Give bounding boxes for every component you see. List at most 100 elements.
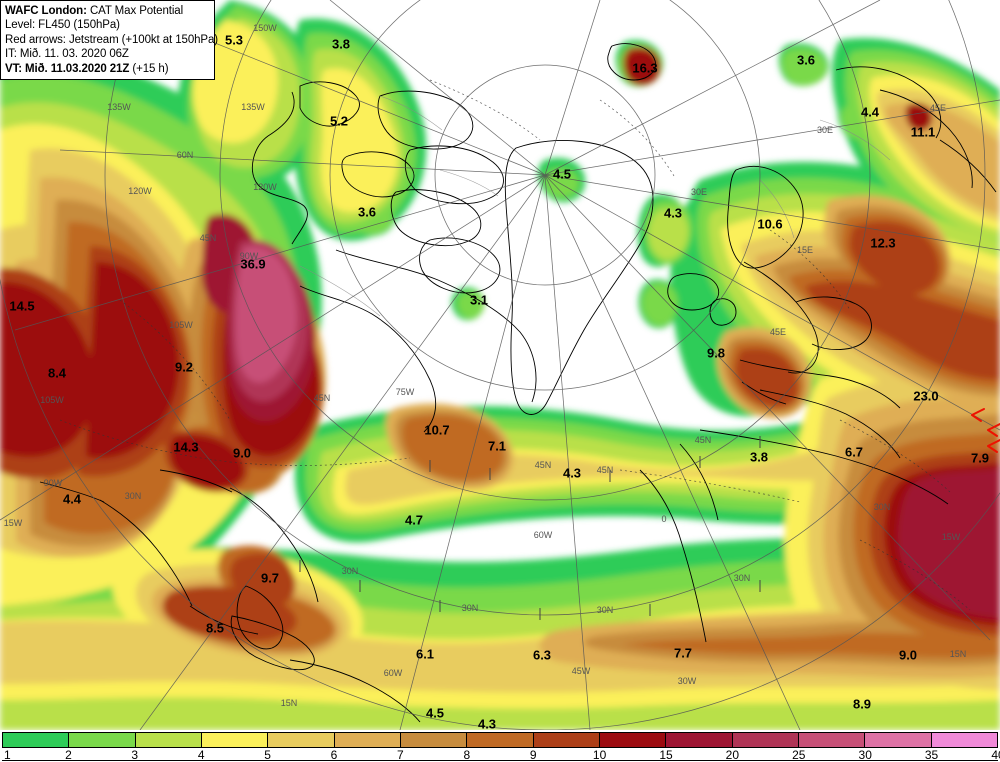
cat-value-label: 7.7	[673, 645, 693, 661]
graticule-label: 135W	[241, 102, 265, 112]
colorbar-swatches	[2, 732, 998, 748]
graticule-label: 45N	[313, 393, 331, 403]
graticule	[0, 0, 1000, 730]
colorbar-tick: 7	[397, 748, 404, 762]
info-product-label: CAT Max Potential	[89, 5, 184, 17]
cat-potential-map	[0, 0, 1000, 730]
graticule-label: 15W	[941, 532, 961, 542]
colorbar-legend: 1 2 3 4 5 6 7 8 9 10 15 20 25 30 35 40	[0, 730, 1000, 762]
cat-value-label: 7.1	[487, 438, 507, 454]
cat-value-label: 4.5	[425, 705, 445, 721]
colorbar-segment-11	[666, 733, 733, 747]
cat-value-label: 9.7	[260, 570, 280, 586]
cat-value-label: 16.3	[632, 60, 658, 76]
cat-value-label: 9.0	[898, 647, 918, 663]
cat-value-label: 5.2	[329, 113, 349, 129]
graticule-label: 30N	[461, 603, 479, 613]
graticule-label: 60W	[383, 668, 403, 678]
info-level: Level: FL450 (150hPa)	[5, 19, 120, 32]
graticule-label: 45N	[596, 465, 614, 475]
info-issue-time: IT: Mið. 11. 03. 2020 06Z	[5, 48, 129, 61]
colorbar-baseline	[2, 760, 998, 761]
graticule-label: 45N	[694, 435, 712, 445]
colorbar-tick: 10	[592, 748, 607, 762]
graticule-label: 135W	[107, 102, 131, 112]
graticule-label: 30E	[690, 187, 708, 197]
colorbar-segment-1	[3, 733, 70, 747]
colorbar-tick: 9	[529, 748, 537, 762]
info-line-product: WAFC London: CAT Max Potential	[5, 4, 210, 18]
colorbar-segment-9	[533, 733, 600, 747]
graticule-label: 90W	[43, 478, 63, 488]
colorbar-tick: 25	[792, 748, 806, 762]
cat-value-label: 14.5	[9, 298, 35, 314]
cat-value-label: 8.5	[205, 620, 225, 636]
colorbar-segment-14	[865, 733, 932, 747]
graticule-label: 30W	[677, 676, 697, 686]
cat-value-label: 6.3	[532, 647, 552, 663]
graticule-label: 45E	[929, 103, 947, 113]
cat-value-label: 6.7	[844, 444, 864, 460]
colorbar-tick: 3	[131, 748, 139, 762]
colorbar-segment-13	[798, 733, 866, 747]
cat-contour-field	[0, 0, 1000, 730]
cat-value-label: 3.8	[331, 36, 351, 52]
cat-value-label: 4.3	[663, 205, 683, 221]
graticule-label: 30N	[341, 566, 359, 576]
cat-value-label: 5.3	[224, 32, 244, 48]
cat-value-label: 6.1	[415, 646, 435, 662]
cat-value-label: 4.3	[562, 465, 582, 481]
colorbar-segment-5	[268, 733, 335, 747]
graticule-label: 105W	[40, 395, 64, 405]
graticule-label: 15E	[796, 245, 814, 255]
graticule-label: 120W	[128, 186, 152, 196]
colorbar-segment-2	[69, 733, 136, 747]
graticule-label: 60N	[176, 150, 194, 160]
cat-value-label: 4.7	[404, 512, 424, 528]
graticule-label: 90W	[239, 251, 259, 261]
graticule-label: 30N	[596, 605, 614, 615]
cat-value-label: 3.8	[749, 449, 769, 465]
cat-value-label: 7.9	[970, 450, 990, 466]
graticule-label: 45W	[571, 666, 591, 676]
colorbar-tick-labels: 1 2 3 4 5 6 7 8 9 10 15 20 25 30 35 40	[2, 748, 1000, 762]
info-valid-time-label: VT: Mið. 11.03.2020 21Z	[5, 62, 130, 75]
colorbar-segment-3	[135, 733, 202, 747]
cat-value-label: 9.0	[232, 445, 252, 461]
cat-value-label: 8.9	[852, 696, 872, 712]
colorbar-tick: 1	[4, 748, 11, 762]
cat-value-label: 4.4	[62, 491, 82, 507]
colorbar-segment-10	[599, 733, 667, 747]
graticule-label: 105W	[169, 320, 193, 330]
colorbar-tick: 6	[330, 748, 338, 762]
cat-value-label: 11.1	[910, 124, 936, 140]
cat-value-label: 4.5	[552, 166, 572, 182]
colorbar-segment-4	[201, 733, 269, 747]
map-canvas[interactable]: 150W 135W 135W 120W 120W 105W 105W 90W 90W 75W 60W…	[0, 0, 1000, 730]
political-borders	[59, 79, 971, 611]
cat-value-label: 36.9	[240, 256, 266, 272]
colorbar-tick: 35	[924, 748, 939, 762]
info-source-label: WAFC London:	[5, 5, 87, 17]
cat-value-label: 10.7	[424, 422, 450, 438]
graticule-label: 30N	[124, 491, 142, 501]
colorbar-tick: 5	[264, 748, 271, 762]
cat-value-label: 14.3	[173, 439, 199, 455]
colorbar-segment-6	[334, 733, 401, 747]
graticule-label: 45E	[769, 327, 787, 337]
internal-borders	[299, 95, 891, 317]
graticule-label: 30E	[816, 125, 834, 135]
info-arrows: Red arrows: Jetstream (+100kt at 150hPa)	[5, 33, 219, 46]
graticule-label: 15N	[280, 698, 298, 708]
info-line-valid: VT: Mið. 11.03.2020 21Z (+15 h)	[5, 62, 210, 76]
graticule-label: 150W	[253, 23, 277, 33]
cat-value-label: 3.6	[357, 204, 377, 220]
chart-info-box: WAFC London: CAT Max Potential Level: FL…	[0, 0, 219, 80]
jetstream-arrows	[971, 408, 1000, 453]
colorbar-tick: 4	[197, 748, 205, 762]
info-valid-time-suffix: (+15 h)	[132, 62, 169, 75]
graticule-label: 120W	[253, 182, 277, 192]
colorbar-segment-8	[467, 733, 534, 747]
cat-value-label: 12.3	[870, 235, 896, 251]
